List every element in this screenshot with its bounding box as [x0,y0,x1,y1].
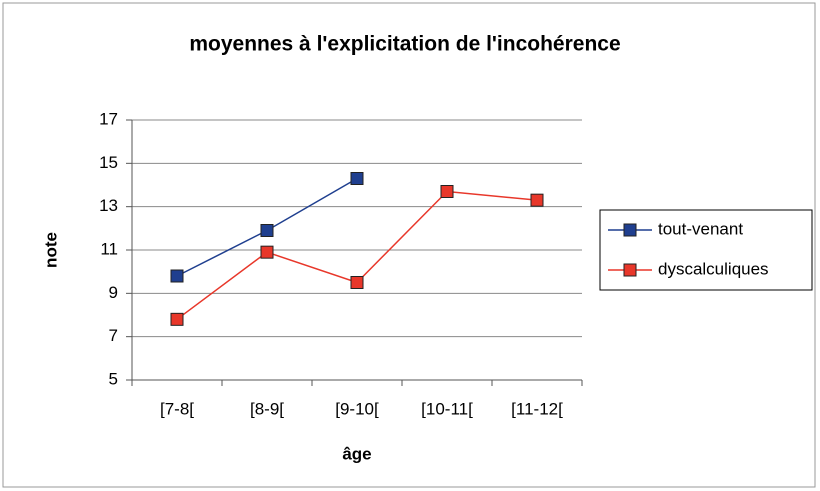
chart-title: moyennes à l'explicitation de l'incohére… [189,33,620,56]
y-tick-label: 11 [100,239,118,258]
y-tick-label: 17 [99,109,118,128]
data-point [170,269,184,283]
data-point [350,276,364,289]
data-point [170,312,184,326]
data-point [260,224,274,237]
x-tick-label: [9-10[ [335,399,379,418]
legend-box [599,209,813,291]
legend-marker [623,263,637,277]
x-axis-label: âge [342,444,371,463]
y-tick-label: 7 [109,326,118,345]
legend-marker [623,223,637,237]
data-point [260,245,274,259]
x-tick-label: [7-8[ [160,399,194,418]
x-tick-label: [10-11[ [421,399,473,418]
x-tick-label: [11-12[ [511,399,563,418]
data-point [530,193,544,207]
legend-label: tout-venant [658,219,743,238]
y-tick-label: 5 [109,369,118,388]
y-tick-label: 13 [99,196,118,215]
data-point [350,172,364,185]
y-tick-label: 15 [99,153,118,172]
x-tick-label: [8-9[ [250,399,284,418]
legend-label: dyscalculiques [658,259,769,278]
data-point [440,185,454,198]
y-axis-label: note [41,232,60,268]
y-tick-label: 9 [109,283,118,302]
